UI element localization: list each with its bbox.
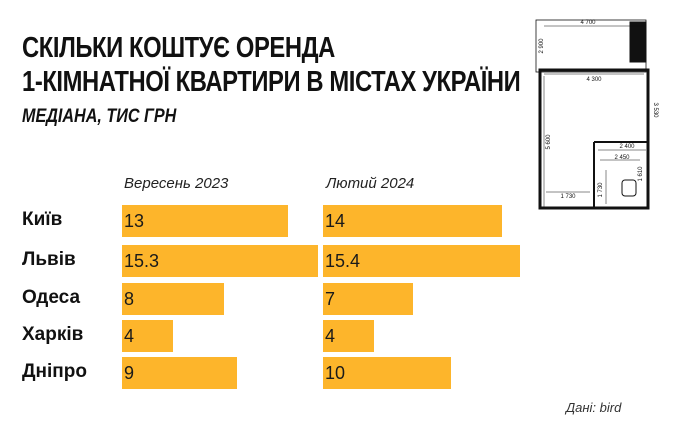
plan-dim-label: 2 450 xyxy=(614,155,630,161)
plan-dim-label: 2 900 xyxy=(539,38,545,54)
bar-value-label: 10 xyxy=(325,363,346,383)
plan-dim-label: 4 300 xyxy=(586,77,602,83)
data-source: Дані: bird xyxy=(566,400,622,415)
chart-title-line-2: 1-КІМНАТНОЇ КВАРТИРИ В МІСТАХ УКРАЇНИ xyxy=(22,66,521,98)
bar xyxy=(323,357,451,389)
bar xyxy=(323,205,503,237)
bar xyxy=(122,320,174,352)
city-label: Харків xyxy=(22,324,84,345)
bar-value-label: 9 xyxy=(124,363,135,383)
bar xyxy=(122,245,318,277)
plan-dim-label: 3 530 xyxy=(652,102,658,118)
bar xyxy=(122,357,238,389)
bar-value-label: 15.4 xyxy=(325,251,361,271)
chart-subtitle: МЕДІАНА, ТИС ГРН xyxy=(22,106,177,127)
chart-title-line-1: СКІЛЬКИ КОШТУЄ ОРЕНДА xyxy=(22,32,335,64)
plan-dim-label: 1 610 xyxy=(638,166,644,182)
series-header-1: Вересень 2023 xyxy=(124,175,229,192)
bar-value-label: 7 xyxy=(325,289,336,309)
city-label: Львів xyxy=(22,249,76,270)
bar-value-label: 14 xyxy=(325,211,346,231)
plan-dim-label: 4 700 xyxy=(580,20,596,26)
bar xyxy=(323,283,413,315)
series-header-2: Лютий 2024 xyxy=(326,175,415,192)
plan-dim-label: 1 730 xyxy=(560,194,576,200)
city-label: Київ xyxy=(22,209,63,230)
bar-value-label: 8 xyxy=(124,289,135,309)
floor-plan-drawing: 4 700 2 900 4 300 3 530 5 600 2 400 2 45… xyxy=(535,19,658,210)
bar xyxy=(323,320,375,352)
city-label: Дніпро xyxy=(22,361,87,382)
bar-value-label: 13 xyxy=(124,211,145,231)
plan-dim-label: 1 730 xyxy=(598,182,604,198)
bar-value-label: 4 xyxy=(124,326,135,346)
city-label: Одеса xyxy=(22,287,81,308)
bar xyxy=(323,245,521,277)
plan-dim-label: 5 600 xyxy=(546,134,552,150)
bar xyxy=(122,205,289,237)
bar xyxy=(122,283,225,315)
bar-value-label: 4 xyxy=(325,326,336,346)
bar-value-label: 15.3 xyxy=(124,251,160,271)
plan-dim-label: 2 400 xyxy=(619,144,635,150)
